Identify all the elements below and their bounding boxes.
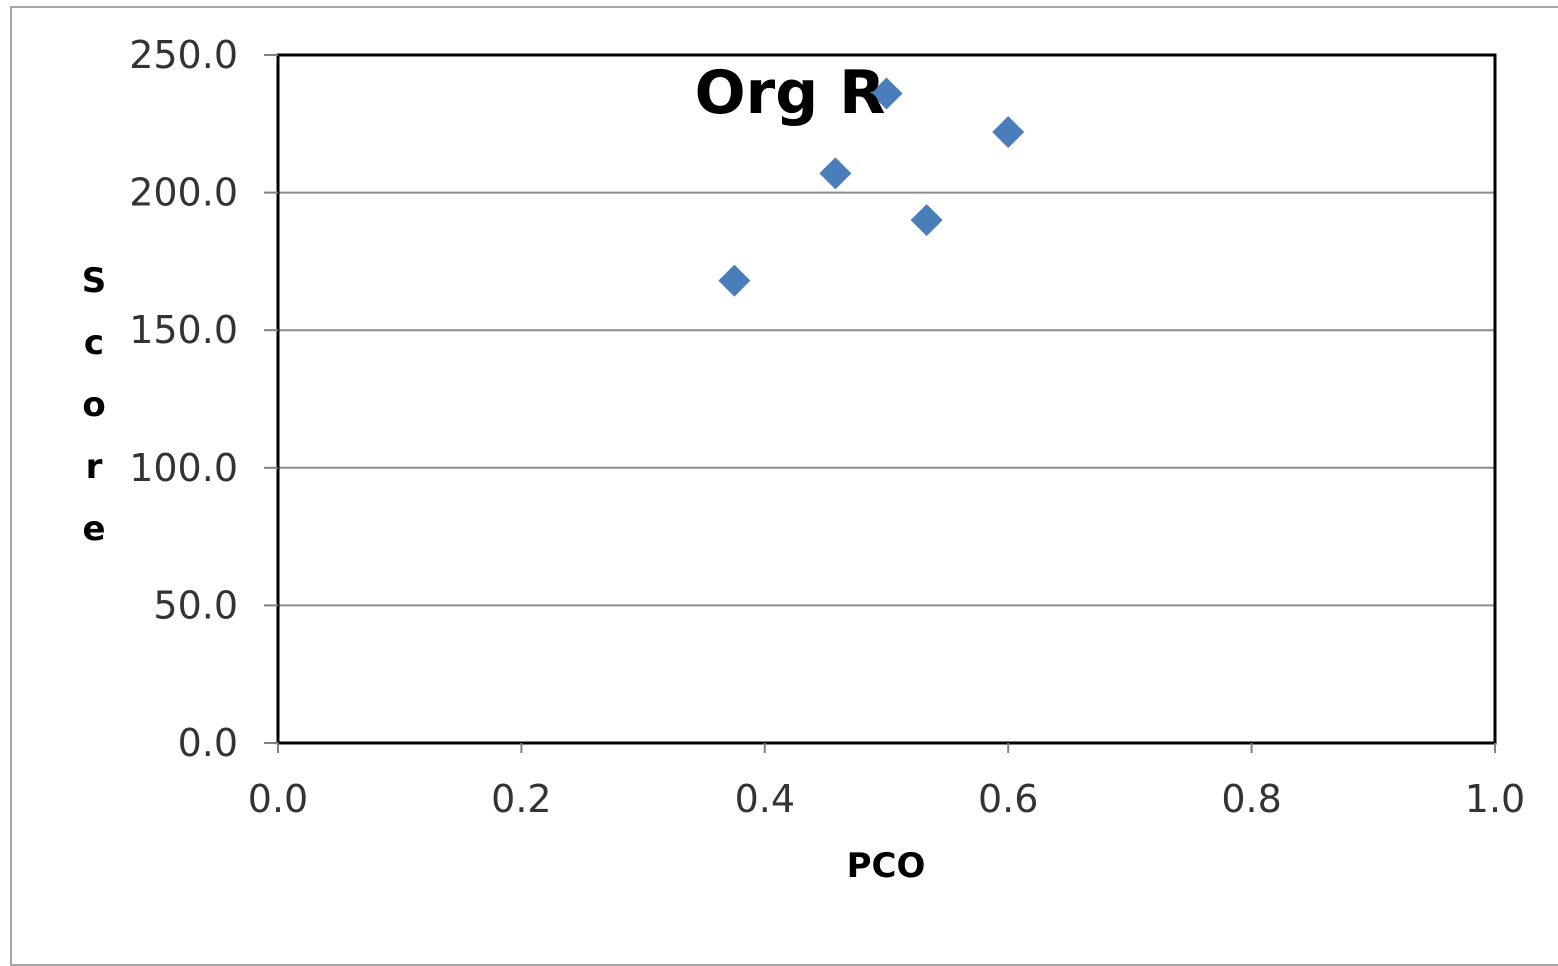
y-tick-label: 50.0: [153, 583, 238, 627]
data-point: [718, 264, 751, 297]
grid-lines: [278, 191, 1495, 607]
x-tick-label: 0.8: [1221, 777, 1281, 821]
data-points: [718, 77, 1025, 297]
data-point: [870, 77, 903, 110]
axis-ticks: 0.0 50.0 100.0 150.0 200.0 250.0 0.0 0.2 0.4 0.6 0…: [129, 33, 1525, 821]
x-tick-label: 0.4: [735, 777, 795, 821]
x-axis-title: PCO: [847, 846, 926, 886]
scatter-chart: 0.0 50.0 100.0 150.0 200.0 250.0 0.0 0.2 0.4 0.6 0…: [82, 33, 1525, 886]
data-point: [819, 157, 852, 190]
x-tick-label: 0.0: [248, 777, 308, 821]
y-tick-label: 100.0: [129, 446, 238, 490]
y-tick-label: 200.0: [129, 171, 238, 215]
data-point: [910, 204, 943, 237]
y-tick-label: 0.0: [178, 721, 238, 765]
plot-area: [276, 53, 1497, 745]
chart-title: Org R: [695, 58, 886, 128]
x-tick-label: 1.0: [1465, 777, 1525, 821]
y-tick-label: 250.0: [129, 33, 238, 77]
x-tick-label: 0.6: [978, 777, 1038, 821]
x-tick-label: 0.2: [491, 777, 551, 821]
y-tick-label: 150.0: [129, 308, 238, 352]
data-point: [992, 116, 1025, 149]
